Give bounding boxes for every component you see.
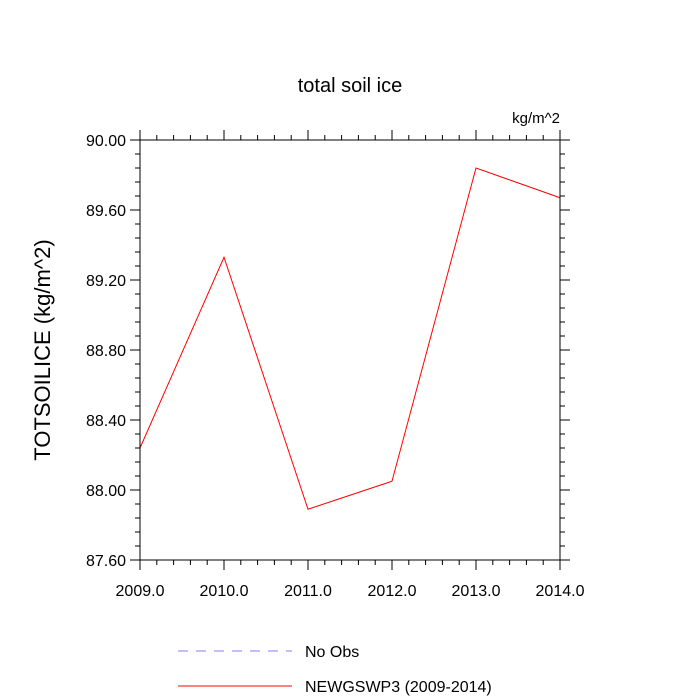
y-axis-label: TOTSOILICE (kg/m^2)	[30, 239, 55, 460]
x-tick-label: 2011.0	[284, 583, 332, 600]
y-tick-label: 89.20	[86, 273, 126, 290]
x-tick-label: 2014.0	[536, 583, 585, 600]
axis-ticks	[130, 130, 570, 570]
y-tick-label: 88.40	[86, 413, 126, 430]
x-tick-label: 2012.0	[368, 583, 417, 600]
x-tick-label: 2010.0	[200, 583, 249, 600]
series-line-1	[139, 167, 561, 510]
units-label: kg/m^2	[512, 110, 560, 127]
chart-title: total soil ice	[298, 75, 403, 97]
y-tick-label: 88.00	[86, 483, 126, 500]
legend: No Obs NEWGSWP3 (2009-2014)	[178, 644, 492, 696]
legend-label-newgswp3: NEWGSWP3 (2009-2014)	[305, 679, 492, 696]
y-tick-label: 87.60	[86, 553, 126, 570]
y-tick-label: 88.80	[86, 343, 126, 360]
x-tick-labels: 2009.0 2010.0 2011.0 2012.0 2013.0 2014.0	[116, 583, 585, 600]
y-tick-labels: 87.60 88.00 88.40 88.80 89.20 89.60 90.00	[86, 133, 126, 570]
plot-frame	[139, 139, 561, 561]
x-tick-label: 2009.0	[116, 583, 165, 600]
legend-label-no-obs: No Obs	[305, 644, 359, 661]
x-tick-label: 2013.0	[452, 583, 501, 600]
y-tick-label: 90.00	[86, 133, 126, 150]
series-layer	[139, 167, 561, 510]
y-tick-label: 89.60	[86, 203, 126, 220]
